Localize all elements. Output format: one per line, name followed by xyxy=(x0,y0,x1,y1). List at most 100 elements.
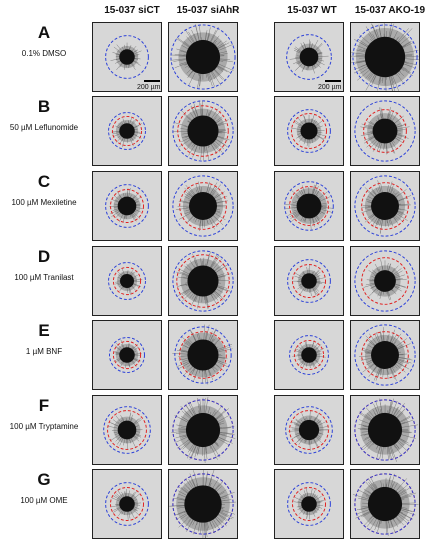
row-label-A: A 0.1% DMSO xyxy=(0,23,88,59)
blue-dashed-circle xyxy=(103,406,151,454)
blue-dashed-circle xyxy=(108,262,146,300)
red-dashed-circle xyxy=(177,105,229,157)
row-condition: 100 µM OME xyxy=(20,496,68,505)
spheroid-image xyxy=(354,175,416,237)
spheroid-image xyxy=(284,181,334,231)
spheroid-image xyxy=(109,337,145,373)
spheroid-image xyxy=(354,100,416,162)
spheroid-core xyxy=(187,115,219,147)
row-letter: C xyxy=(37,172,51,191)
blue-dashed-circle xyxy=(354,473,416,535)
spheroid-panel xyxy=(274,171,344,241)
spheroid-core xyxy=(296,193,322,219)
spheroid-core xyxy=(301,273,317,289)
spheroid-core xyxy=(364,36,406,78)
red-dashed-circle xyxy=(361,182,409,230)
column-header-WT: 15-037 WT xyxy=(287,5,337,16)
spheroid-core xyxy=(301,347,317,363)
column-header-siAhR: 15-037 siAhR xyxy=(176,5,240,16)
row-label-C: C 100 µM Mexiletine xyxy=(0,172,88,208)
row-condition: 50 µM Leflunomide xyxy=(9,123,79,132)
spheroid-core xyxy=(120,274,134,288)
spheroid-panel xyxy=(350,246,420,316)
spheroid-panel xyxy=(350,395,420,465)
blue-dashed-circle xyxy=(285,406,333,454)
blue-dashed-circle xyxy=(172,175,234,237)
spheroid-core xyxy=(187,265,219,297)
spheroid-panel xyxy=(92,395,162,465)
spheroid-panel xyxy=(350,96,420,166)
blue-dashed-circle xyxy=(172,250,234,312)
spheroid-image xyxy=(354,324,416,386)
red-dashed-circle xyxy=(179,182,227,230)
spheroid-image xyxy=(286,34,332,80)
spheroid-panel xyxy=(350,320,420,390)
spheroid-core xyxy=(117,196,137,216)
spheroid-core xyxy=(367,412,403,448)
row-label-E: E 1 µM BNF xyxy=(0,322,88,357)
spheroid-image xyxy=(354,398,419,462)
red-dashed-circle xyxy=(179,331,227,379)
spheroid-panel xyxy=(92,246,162,316)
spheroid-panel xyxy=(168,96,238,166)
red-dashed-circle xyxy=(292,264,326,298)
spheroid-panel xyxy=(92,171,162,241)
row-letter: A xyxy=(37,23,51,42)
blue-dashed-circle xyxy=(172,100,234,162)
spheroid-core xyxy=(374,270,396,292)
spheroid-image xyxy=(108,262,146,300)
red-dashed-circle xyxy=(361,257,409,305)
spheroid-image xyxy=(285,406,333,454)
blue-dashed-circle xyxy=(105,35,149,79)
spheroid-core xyxy=(300,122,318,140)
spheroid-image xyxy=(103,406,151,454)
scale-label: 200 µm xyxy=(318,84,342,91)
row-label-F: F 100 µM Tryptamine xyxy=(0,397,88,432)
spheroid-panel xyxy=(274,246,344,316)
spheroid-image xyxy=(352,473,419,537)
spheroid-image xyxy=(287,259,331,303)
red-dashed-circle xyxy=(363,109,407,153)
row-label-B: B 50 µM Leflunomide xyxy=(0,98,88,133)
spheroid-panel xyxy=(92,22,162,92)
spheroid-image xyxy=(105,482,149,526)
spheroid-core xyxy=(299,47,319,67)
spheroid-core xyxy=(119,347,135,363)
red-dashed-circle xyxy=(293,339,325,371)
blue-dashed-circle xyxy=(354,175,416,237)
red-dashed-circle xyxy=(361,331,409,379)
red-dashed-circle xyxy=(176,254,230,308)
spheroid-core xyxy=(185,39,221,75)
blue-dashed-circle xyxy=(286,34,332,80)
spheroid-core xyxy=(117,420,137,440)
spheroid-core xyxy=(301,496,317,512)
red-dashed-circle xyxy=(110,487,144,521)
blue-dashed-circle xyxy=(284,181,334,231)
red-dashed-circle xyxy=(289,410,329,450)
spheroid-panel xyxy=(168,469,238,539)
spheroid-core xyxy=(184,485,222,523)
spheroid-panel xyxy=(274,96,344,166)
column-header-siCT: 15-037 siCT xyxy=(104,5,160,16)
red-dashed-circle xyxy=(112,266,142,296)
spheroid-image xyxy=(287,482,331,526)
row-label-G: G 100 µM OME xyxy=(0,470,88,506)
blue-dashed-circle xyxy=(352,24,418,90)
spheroid-core xyxy=(187,339,219,371)
spheroid-image xyxy=(171,396,236,463)
red-dashed-circle xyxy=(291,113,327,149)
spheroid-core xyxy=(185,412,221,448)
scale-bar xyxy=(325,80,341,82)
row-letter: G xyxy=(37,470,51,489)
spheroid-panel xyxy=(92,96,162,166)
spheroid-core xyxy=(371,192,399,220)
row-condition: 0.1% DMSO xyxy=(21,49,67,58)
spheroid-core xyxy=(298,419,320,441)
row-condition: 100 µM Mexiletine xyxy=(11,198,77,207)
blue-dashed-circle xyxy=(172,473,234,535)
spheroid-panel xyxy=(168,395,238,465)
spheroid-core xyxy=(119,123,135,139)
row-condition: 100 µM Tranilast xyxy=(14,273,74,282)
column-header-AKO-19: 15-037 AKO-19 xyxy=(354,5,426,16)
row-label-D: D 100 µM Tranilast xyxy=(0,248,88,283)
